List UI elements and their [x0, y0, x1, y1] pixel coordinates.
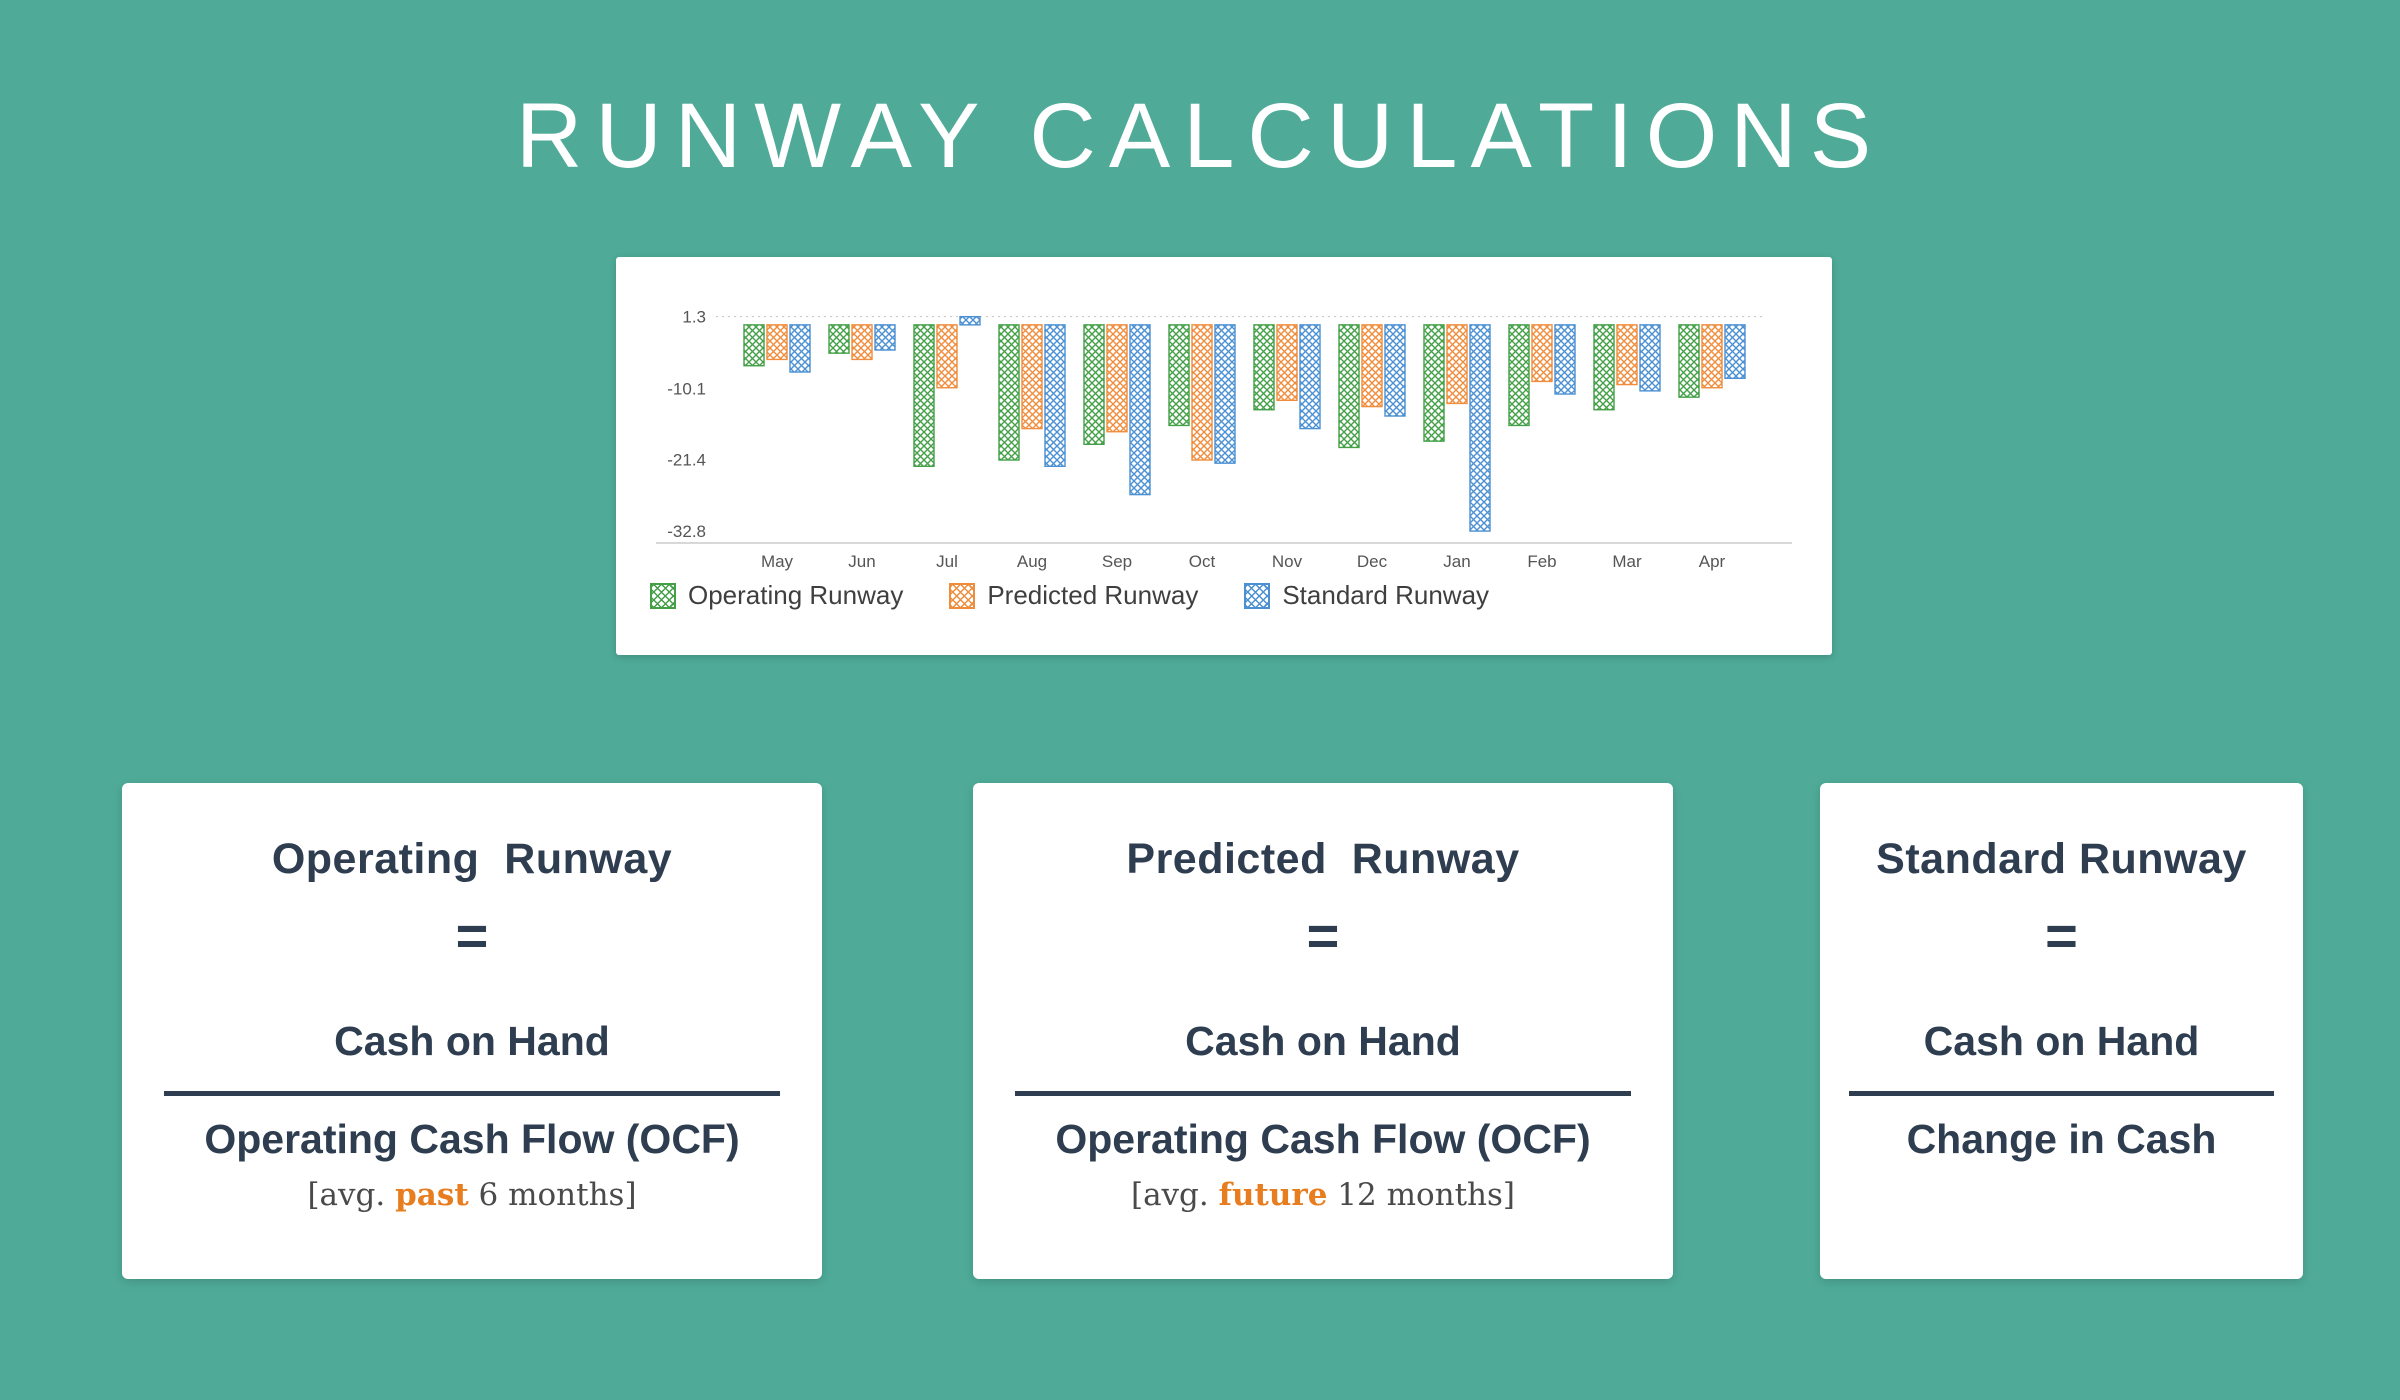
card-predicted-runway: Predicted Runway = Cash on Hand Operatin… — [973, 783, 1673, 1279]
legend-item-standard: Standard Runway — [1244, 580, 1489, 611]
note-suffix: 6 months] — [468, 1177, 637, 1213]
runway-chart-panel: 1.3 -10.1 -21.4 -32.8 May Jun Jul Aug Sep Oct Nov D… — [616, 257, 1832, 655]
card-operating-runway: Operating Runway = Cash on Hand Operatin… — [122, 783, 822, 1279]
formula-numerator: Cash on Hand — [1923, 1018, 2200, 1064]
card-title: Standard Runway — [1876, 835, 2247, 883]
svg-text:Apr: Apr — [1699, 552, 1726, 571]
legend-swatch-standard — [1244, 582, 1271, 609]
card-title: Operating Runway — [271, 835, 673, 883]
formula-note: [avg. past 6 months] — [122, 1177, 822, 1213]
legend-label-predicted: Predicted Runway — [987, 580, 1199, 610]
svg-text:Jul: Jul — [936, 552, 958, 571]
legend-swatch-predicted — [949, 582, 976, 609]
svg-text:Dec: Dec — [1357, 552, 1388, 571]
card-title: Predicted Runway — [1126, 835, 1520, 883]
equals-sign: = — [2045, 904, 2078, 967]
formula-denominator: Operating Cash Flow (OCF) — [1055, 1116, 1591, 1162]
note-prefix: [avg. — [307, 1177, 396, 1213]
legend-label-standard: Standard Runway — [1282, 580, 1490, 610]
svg-text:-10.1: -10.1 — [667, 379, 706, 398]
formula-numerator: Cash on Hand — [334, 1018, 610, 1064]
legend-item-operating: Operating Runway — [650, 580, 903, 611]
svg-text:Oct: Oct — [1189, 552, 1216, 571]
legend-label-operating: Operating Runway — [688, 580, 904, 610]
chart-legend: Operating Runway Predicted Runway Standa… — [650, 580, 1832, 611]
formula-numerator: Cash on Hand — [1185, 1018, 1461, 1064]
note-prefix: [avg. — [1130, 1177, 1219, 1213]
svg-text:Aug: Aug — [1017, 552, 1047, 571]
legend-item-predicted: Predicted Runway — [949, 580, 1198, 611]
svg-text:-21.4: -21.4 — [667, 450, 706, 469]
page-title: RUNWAY CALCULATIONS — [515, 85, 1885, 187]
svg-text:May: May — [761, 552, 794, 571]
formula-denominator: Change in Cash — [1906, 1116, 2217, 1162]
note-accent: future — [1218, 1177, 1328, 1213]
svg-text:Feb: Feb — [1527, 552, 1556, 571]
svg-text:Sep: Sep — [1102, 552, 1132, 571]
svg-text:Jan: Jan — [1443, 552, 1470, 571]
svg-text:Jun: Jun — [848, 552, 875, 571]
svg-text:Nov: Nov — [1272, 552, 1303, 571]
svg-text:1.3: 1.3 — [682, 308, 706, 327]
svg-text:Mar: Mar — [1612, 552, 1642, 571]
equals-sign: = — [455, 904, 489, 967]
fraction-bar — [1015, 1091, 1631, 1096]
runway-bar-chart: 1.3 -10.1 -21.4 -32.8 May Jun Jul Aug Sep Oct Nov D… — [656, 308, 1792, 571]
fraction-bar — [1848, 1091, 2275, 1096]
formula-note: [avg. future 12 months] — [973, 1177, 1673, 1213]
svg-text:-32.8: -32.8 — [667, 522, 706, 541]
equals-sign: = — [1306, 904, 1340, 967]
card-standard-runway: Standard Runway = Cash on Hand Change in… — [1820, 783, 2303, 1279]
legend-swatch-operating — [650, 582, 676, 609]
fraction-bar — [164, 1091, 780, 1096]
note-suffix: 12 months] — [1327, 1177, 1516, 1213]
formula-denominator: Operating Cash Flow (OCF) — [204, 1116, 740, 1162]
note-accent: past — [395, 1177, 469, 1213]
